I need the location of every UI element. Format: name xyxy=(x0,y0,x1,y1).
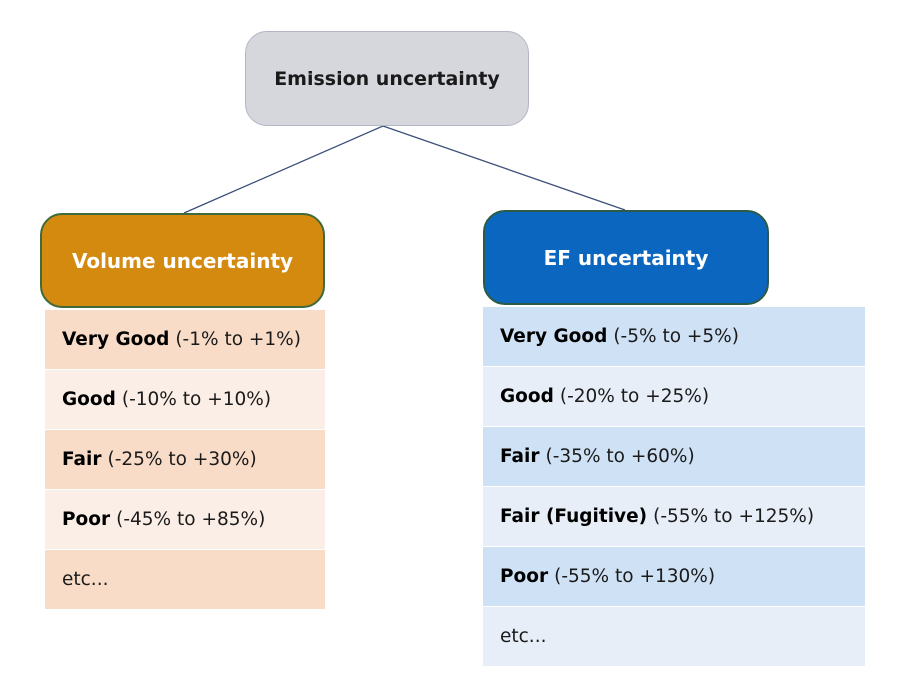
range-label: (-25% to +30%) xyxy=(107,449,257,470)
range-label: etc... xyxy=(62,569,109,590)
range-label: (-20% to +25%) xyxy=(559,386,710,407)
range-label: (-45% to +85%) xyxy=(116,509,266,530)
root-node-label: Emission uncertainty xyxy=(274,67,500,90)
grade-label: Fair (Fugitive) xyxy=(500,506,648,527)
grade-label: Poor xyxy=(500,566,549,587)
list-item: Very Good (-1% to +1%) xyxy=(45,310,325,370)
list-item: Good (-20% to +25%) xyxy=(483,367,865,427)
connector-root-to-ef xyxy=(382,125,626,211)
list-item: Very Good (-5% to +5%) xyxy=(483,307,865,367)
connector-root-to-volume xyxy=(183,125,384,214)
list-item: etc... xyxy=(483,607,865,667)
list-item: Fair (-25% to +30%) xyxy=(45,430,325,490)
volume-uncertainty-list: Very Good (-1% to +1%) Good (-10% to +10… xyxy=(45,310,325,610)
list-item: Fair (-35% to +60%) xyxy=(483,427,865,487)
list-item: Fair (Fugitive) (-55% to +125%) xyxy=(483,487,865,547)
range-label: (-1% to +1%) xyxy=(175,329,301,350)
grade-label: Very Good xyxy=(62,329,170,350)
grade-label: Fair xyxy=(62,449,102,470)
range-label: (-10% to +10%) xyxy=(121,389,272,410)
range-label: (-5% to +5%) xyxy=(613,326,739,347)
list-item: etc... xyxy=(45,550,325,610)
grade-label: Good xyxy=(62,389,116,410)
ef-uncertainty-list: Very Good (-5% to +5%) Good (-20% to +25… xyxy=(483,307,865,667)
range-label: (-55% to +125%) xyxy=(653,506,815,527)
volume-node-label: Volume uncertainty xyxy=(71,248,294,273)
list-item: Poor (-45% to +85%) xyxy=(45,490,325,550)
list-item: Poor (-55% to +130%) xyxy=(483,547,865,607)
range-label: etc... xyxy=(500,626,547,647)
root-node-emission-uncertainty: Emission uncertainty xyxy=(245,31,529,126)
grade-label: Very Good xyxy=(500,326,608,347)
branch-node-volume-uncertainty: Volume uncertainty xyxy=(40,213,325,308)
grade-label: Poor xyxy=(62,509,111,530)
range-label: (-55% to +130%) xyxy=(554,566,716,587)
ef-node-label: EF uncertainty xyxy=(543,245,709,270)
branch-node-ef-uncertainty: EF uncertainty xyxy=(483,210,769,305)
grade-label: Good xyxy=(500,386,554,407)
grade-label: Fair xyxy=(500,446,540,467)
range-label: (-35% to +60%) xyxy=(545,446,695,467)
list-item: Good (-10% to +10%) xyxy=(45,370,325,430)
